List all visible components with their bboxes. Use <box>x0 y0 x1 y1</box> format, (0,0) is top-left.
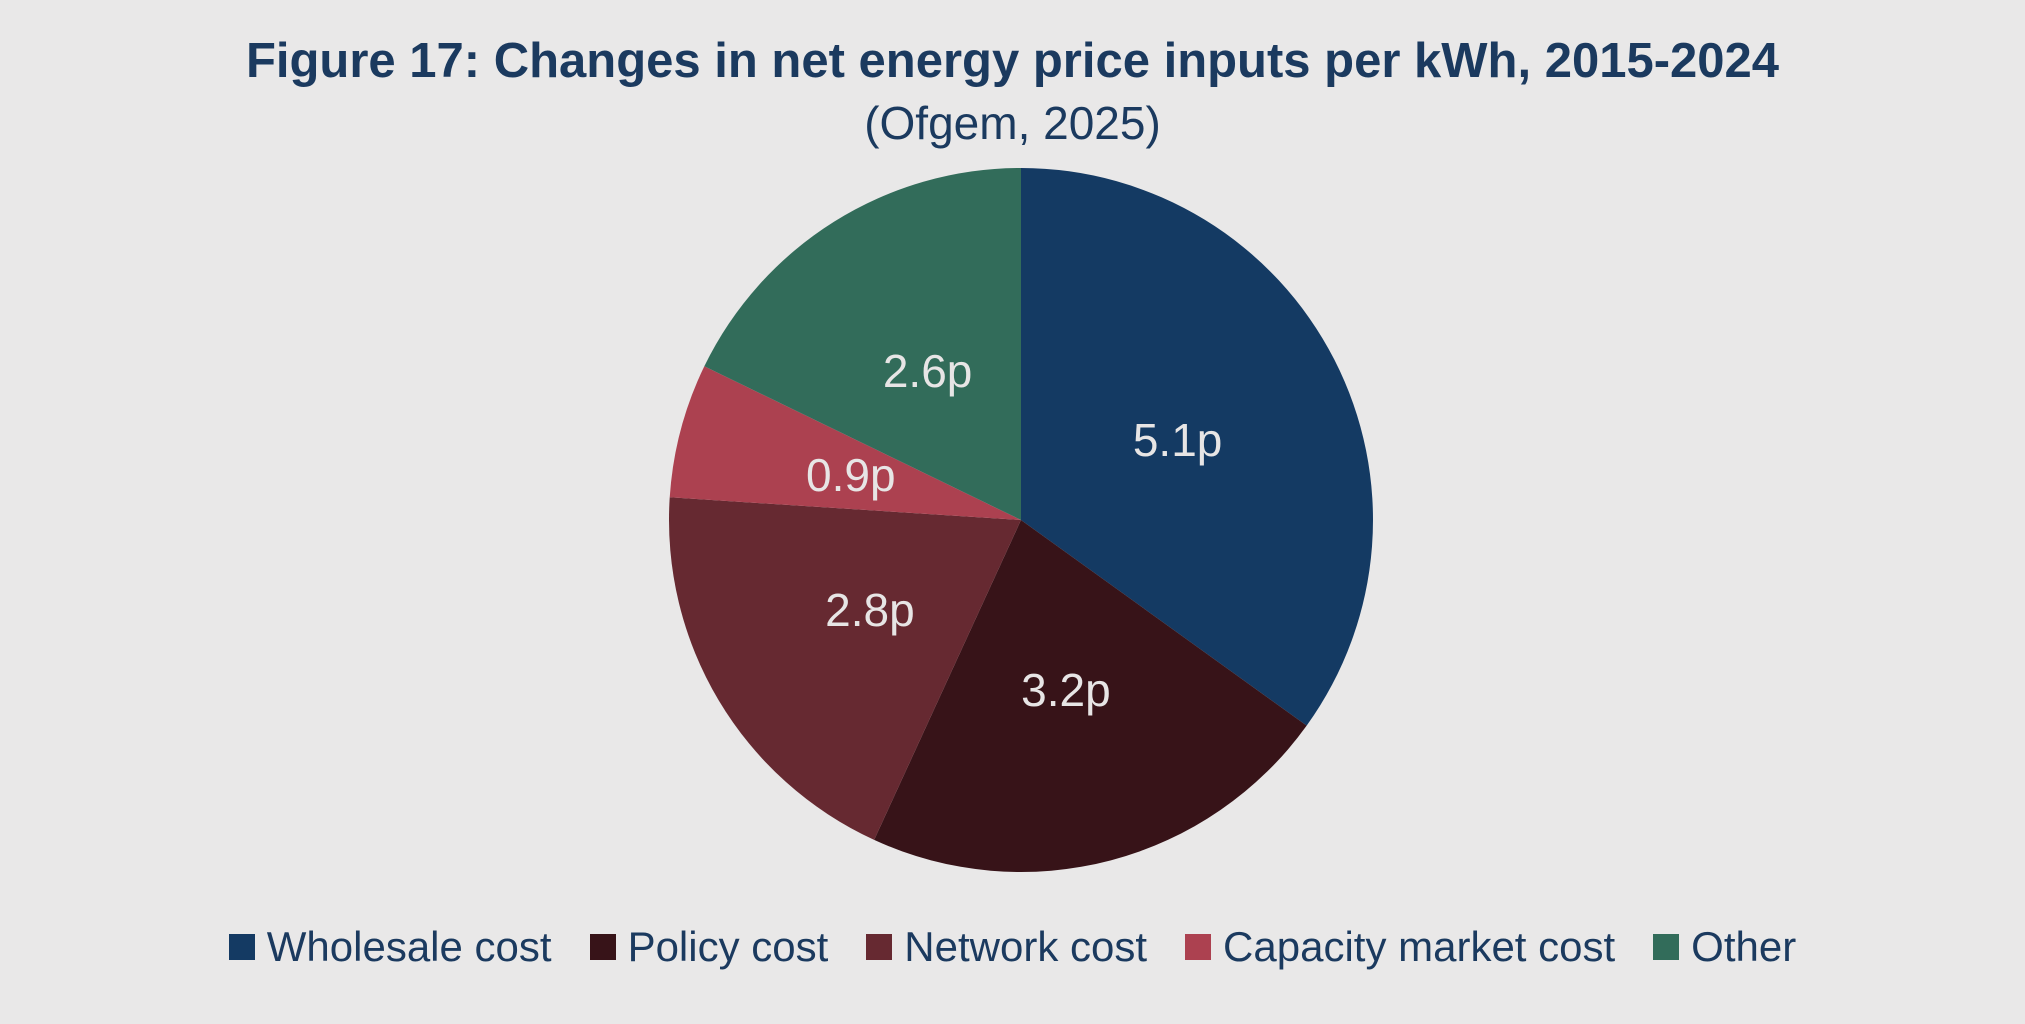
pie-slice-policy-cost <box>874 520 1307 872</box>
legend-item-other: Other <box>1653 922 1796 972</box>
figure-title: Figure 17: Changes in net energy price i… <box>245 34 1780 88</box>
legend-item-capacity-market-cost: Capacity market cost <box>1185 922 1615 972</box>
legend-swatch-network-cost <box>866 934 893 960</box>
pie-slice-capacity-market-cost <box>669 366 1021 520</box>
slice-value-label-network-cost: 2.8p <box>825 584 915 636</box>
slice-value-label-policy-cost: 3.2p <box>1021 664 1111 716</box>
legend: Wholesale cost Policy cost Network cost Cap… <box>0 922 2025 972</box>
legend-item-wholesale-cost: Wholesale cost <box>228 922 552 972</box>
pie-slice-wholesale-cost <box>1021 168 1373 726</box>
slice-value-label-wholesale-cost: 5.1p <box>1133 414 1223 466</box>
legend-item-network-cost: Network cost <box>866 922 1147 972</box>
slice-value-label-other: 2.6p <box>883 345 973 397</box>
figure-subtitle: (Ofgem, 2025) <box>864 97 1161 149</box>
legend-swatch-capacity-market-cost <box>1185 934 1212 960</box>
pie-slice-other <box>704 168 1021 520</box>
legend-label-wholesale-cost: Wholesale cost <box>266 923 552 970</box>
legend-swatch-other <box>1653 934 1680 960</box>
legend-swatch-wholesale-cost <box>228 934 255 960</box>
legend-label-other: Other <box>1691 923 1797 970</box>
pie-slice-network-cost <box>668 497 1021 840</box>
legend-item-policy-cost: Policy cost <box>589 922 829 972</box>
slice-value-label-capacity-market-cost: 0.9p <box>806 449 896 501</box>
pie-chart: 5.1p 3.2p 2.8p 0.9p 2.6p <box>668 168 1373 872</box>
legend-label-policy-cost: Policy cost <box>627 923 829 970</box>
legend-label-capacity-market-cost: Capacity market cost <box>1223 923 1616 970</box>
legend-label-network-cost: Network cost <box>904 923 1148 970</box>
legend-swatch-policy-cost <box>589 934 616 960</box>
